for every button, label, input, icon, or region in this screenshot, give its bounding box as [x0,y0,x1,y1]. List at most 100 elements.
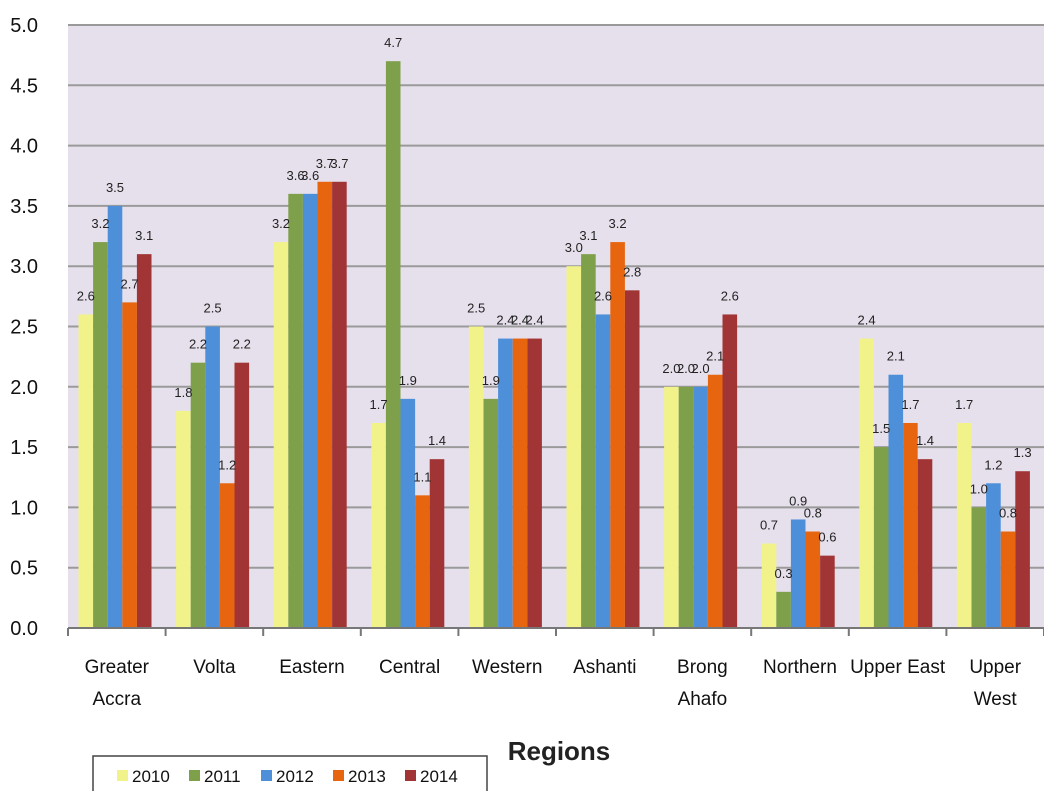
bar [581,254,596,628]
y-tick-label: 3.0 [10,256,38,278]
data-label: 2.4 [496,313,514,328]
bar [859,338,874,628]
data-label: 0.8 [804,506,822,521]
data-label: 0.7 [760,518,778,533]
data-label: 3.5 [106,180,124,195]
bar [136,254,152,628]
data-label: 2.2 [233,337,251,352]
data-label: 2.7 [121,276,139,291]
data-label: 2.8 [623,264,641,279]
bar [122,302,137,628]
data-label: 2.4 [511,313,529,328]
data-label: 1.7 [955,397,973,412]
y-tick-label: 4.5 [10,75,38,97]
data-label: 2.2 [189,337,207,352]
x-axis [67,627,1044,636]
bar [956,422,972,628]
data-label: 2.4 [858,313,876,328]
data-label: 2.4 [526,313,544,328]
data-label: 1.2 [984,457,1002,472]
legend-label: 2010 [132,767,170,786]
bar [468,326,484,628]
data-label: 1.0 [970,481,988,496]
bar [107,205,123,628]
data-label: 1.4 [428,433,446,448]
data-label: 3.2 [91,216,109,231]
bar [78,314,94,628]
y-tick-label: 3.5 [10,196,38,218]
y-tick-label: 1.0 [10,497,38,519]
bar [707,374,723,628]
legend-label: 2011 [204,767,241,786]
data-labels: 2.6 1.8 3.2 1.7 2.5 3.0 2.0 0.7 2.4 1.7 3.2 2.2 3.6 4… [77,35,1032,581]
bar [903,422,918,628]
data-label: 3.7 [316,156,334,171]
data-label: 3.6 [287,168,305,183]
category-label: Upper East [850,657,946,678]
category-label: Central [379,657,440,678]
bar [512,338,528,628]
data-label: 2.1 [706,349,724,364]
bar [429,459,445,628]
data-label: 1.7 [901,397,919,412]
data-label: 2.0 [677,361,695,376]
category-label: Eastern [279,657,344,678]
y-tick-label: 4.0 [10,136,38,158]
bar [566,266,582,628]
bar [888,374,904,628]
bar [302,193,318,628]
data-label: 0.6 [818,530,836,545]
bar [332,181,347,628]
bar [693,386,708,628]
legend-swatch [189,770,200,781]
legend: 2010 2011 2012 2013 2014 [92,755,488,791]
bar [917,459,933,628]
data-label: 2.6 [721,288,739,303]
bar [176,410,191,628]
data-label: 3.0 [565,240,583,255]
data-label: 2.0 [692,361,710,376]
data-label: 2.5 [204,301,222,316]
data-label: 2.6 [77,288,95,303]
data-label: 2.1 [887,349,905,364]
bar [190,362,206,628]
bar [288,193,303,628]
bar [1015,471,1030,628]
data-label: 4.7 [384,35,402,50]
data-label: 0.3 [775,566,793,581]
data-label: 1.1 [413,469,431,484]
x-axis-category-labels: Greater Accra Volta Eastern Central Western As… [85,657,1022,710]
data-label: 1.2 [218,457,236,472]
bar [273,242,289,628]
data-label: 3.2 [609,216,627,231]
category-label: Greater Accra [85,657,150,710]
bar [664,386,679,628]
legend-swatch [405,770,416,781]
legend-swatch [333,770,344,781]
bar [234,362,250,628]
data-label: 1.4 [916,433,934,448]
bar [790,519,806,628]
bar [971,507,987,628]
bar [820,555,835,628]
data-label: 1.9 [399,373,417,388]
bar [219,483,235,628]
data-label: 1.8 [174,385,192,400]
bar [317,181,333,628]
bar [527,338,542,628]
bar [400,398,416,628]
bar [415,495,430,628]
bar [805,531,821,628]
bar [371,422,386,628]
y-tick-label: 1.5 [10,437,38,459]
x-axis-title: Regions [508,736,611,766]
bar [205,326,220,628]
legend-label: 2012 [276,767,314,786]
legend-label: 2013 [348,767,386,786]
bar [1000,531,1016,628]
bar [722,314,738,628]
data-label: 1.3 [1014,445,1032,460]
bar [595,314,611,628]
data-label: 2.0 [662,361,680,376]
